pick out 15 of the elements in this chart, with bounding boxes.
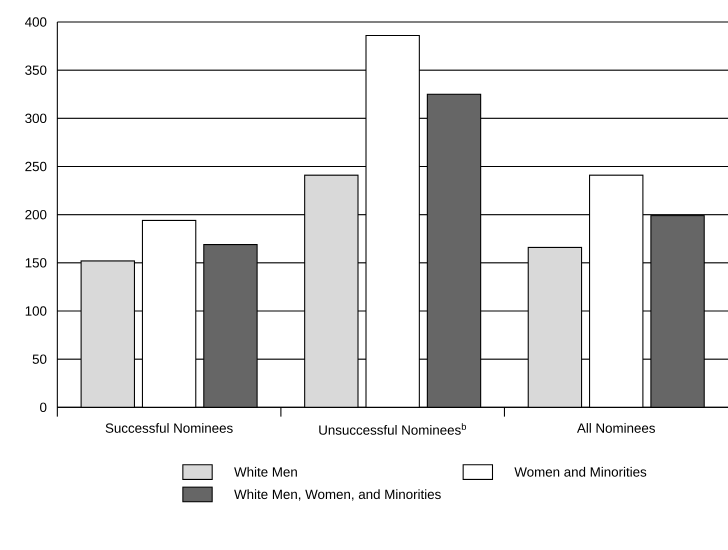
legend-label: White Men, Women, and Minorities (234, 489, 441, 501)
legend-label: White Men (234, 466, 297, 477)
x-tick-label: All Nominees (576, 423, 655, 433)
y-tick-label: 250 (25, 162, 46, 172)
y-tick-label: 0 (40, 402, 46, 412)
y-tick-label: 100 (26, 306, 46, 316)
y-tick-label: 200 (25, 210, 46, 220)
legend-label: Women and Minorities (514, 466, 646, 477)
x-tick-label: Unsuccessful Nominees$^{b}$ (319, 423, 466, 435)
y-tick-label: 400 (25, 17, 46, 27)
y-tick-label: 150 (26, 258, 46, 268)
x-tick-label: Successful Nominees (106, 423, 233, 433)
y-tick-label: 350 (25, 65, 46, 75)
y-tick-label: 50 (32, 354, 46, 364)
y-tick-label: 300 (25, 114, 46, 124)
